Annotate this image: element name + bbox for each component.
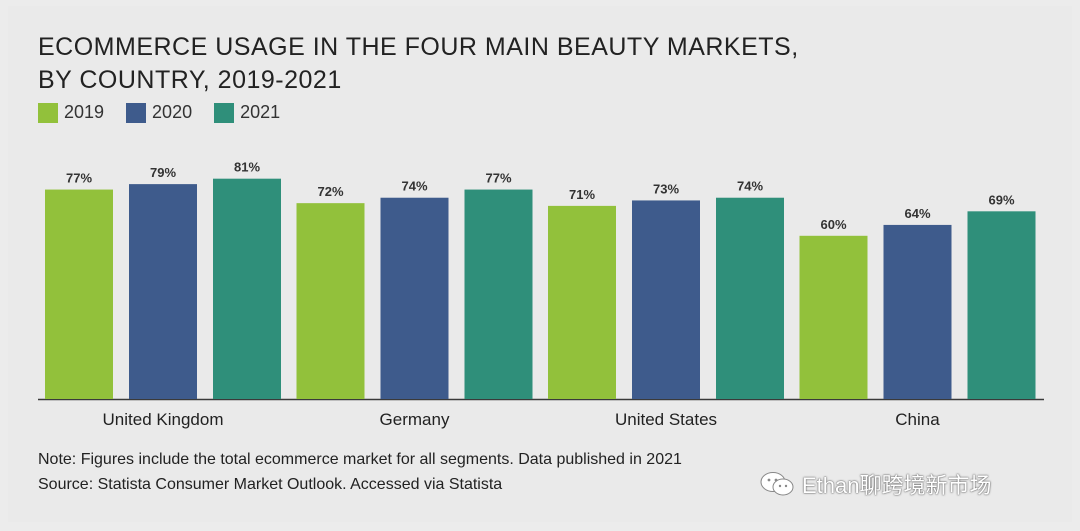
- note-text: Note: Figures include the total ecommerc…: [38, 451, 682, 468]
- legend-label-2019: 2019: [64, 102, 105, 122]
- data-label: 79%: [150, 165, 176, 180]
- data-label: 74%: [737, 179, 763, 194]
- data-label: 74%: [401, 179, 427, 194]
- bar-united-states-2020: [632, 200, 700, 399]
- bar-united-kingdom-2019: [45, 189, 113, 399]
- legend-label-2020: 2020: [152, 102, 193, 122]
- bar-united-states-2021: [716, 197, 784, 399]
- category-label: United States: [615, 410, 717, 429]
- data-label: 73%: [653, 181, 679, 196]
- bar-united-kingdom-2021: [213, 178, 281, 399]
- legend-item-2021: 2021: [214, 102, 280, 123]
- chart-title-line-1: ECOMMERCE USAGE IN THE FOUR MAIN BEAUTY …: [38, 33, 799, 61]
- legend-item-2020: 2020: [126, 102, 192, 123]
- chart-title: ECOMMERCE USAGE IN THE FOUR MAIN BEAUTY …: [38, 31, 799, 97]
- data-label: 72%: [317, 184, 343, 199]
- chart-title-line-2: BY COUNTRY, 2019-2021: [38, 66, 342, 94]
- legend-swatch-2021: [214, 102, 235, 123]
- bar-germany-2019: [296, 203, 365, 399]
- category-label: Germany: [380, 410, 450, 429]
- data-label: 77%: [66, 171, 92, 186]
- data-label: 77%: [485, 171, 511, 186]
- bar-germany-2020: [380, 197, 449, 399]
- bar-germany-2021: [464, 189, 533, 399]
- source-text: Source: Statista Consumer Market Outlook…: [38, 476, 503, 493]
- legend: 2019 2020 2021: [38, 102, 280, 123]
- legend-swatch-2020: [126, 102, 147, 123]
- bar-united-kingdom-2020: [129, 184, 197, 399]
- watermark-text: Ethan聊跨境新市场: [802, 473, 992, 498]
- legend-label-2021: 2021: [240, 102, 281, 122]
- data-label: 69%: [988, 192, 1014, 207]
- category-label: United Kingdom: [103, 410, 224, 429]
- bar-china-2021: [967, 211, 1036, 399]
- watermark: Ethan聊跨境新市场: [760, 468, 992, 500]
- legend-swatch-2019: [38, 102, 58, 123]
- bar-china-2020: [883, 224, 952, 399]
- legend-item-2019: 2019: [38, 102, 104, 123]
- wechat-icon: [760, 472, 794, 496]
- data-label: 60%: [820, 217, 846, 232]
- data-label: 71%: [569, 187, 595, 202]
- footnotes: Note: Figures include the total ecommerc…: [38, 447, 682, 497]
- data-label: 81%: [234, 160, 260, 175]
- category-label: China: [895, 410, 940, 429]
- data-label: 64%: [904, 206, 930, 221]
- bar-united-states-2019: [548, 205, 616, 399]
- bar-china-2019: [799, 235, 868, 399]
